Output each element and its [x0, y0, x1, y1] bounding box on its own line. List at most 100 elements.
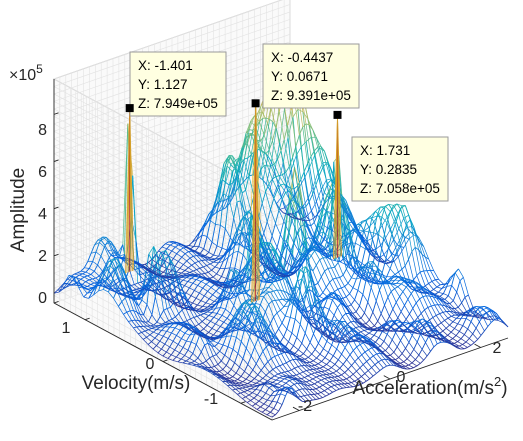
mesh-line	[204, 259, 211, 265]
mesh-line	[264, 382, 270, 385]
mesh-line	[121, 301, 128, 313]
mesh-line	[259, 177, 264, 181]
mesh-line	[204, 278, 210, 283]
mesh-line	[405, 342, 410, 349]
mesh-line	[234, 362, 240, 368]
mesh-line	[418, 287, 423, 291]
mesh-line	[364, 373, 371, 379]
mesh-line	[169, 326, 175, 329]
mesh-line	[278, 174, 283, 177]
mesh-line	[442, 311, 447, 313]
mesh-line	[217, 290, 223, 302]
mesh-line	[190, 276, 195, 279]
mesh-line	[352, 374, 359, 380]
mesh-line	[217, 342, 224, 346]
mesh-line	[214, 202, 220, 225]
mesh-line	[119, 266, 125, 279]
mesh-line	[248, 394, 255, 399]
mesh-line	[295, 379, 302, 384]
mesh-line	[215, 350, 221, 356]
mesh-line	[77, 272, 83, 275]
mesh-line	[198, 306, 203, 310]
mesh-line	[290, 317, 296, 320]
grid-line	[53, 153, 273, 271]
mesh-line	[87, 284, 91, 287]
mesh-line	[216, 354, 222, 362]
mesh-line	[210, 317, 215, 322]
mesh-line	[409, 308, 414, 315]
mesh-line	[92, 251, 97, 262]
mesh-line	[201, 321, 208, 326]
mesh-line	[217, 284, 223, 286]
mesh-line	[363, 329, 368, 331]
mesh-line	[174, 344, 179, 351]
mesh-line	[129, 291, 135, 294]
mesh-line	[217, 297, 223, 301]
mesh-line	[199, 248, 205, 254]
mesh-line	[195, 334, 201, 345]
mesh-line	[206, 263, 211, 266]
mesh-line	[214, 281, 220, 284]
mesh-line	[342, 338, 348, 342]
mesh-line	[344, 368, 349, 373]
mesh-line	[278, 350, 284, 353]
mesh-line	[248, 303, 254, 305]
mesh-line	[309, 342, 316, 350]
mesh-line	[162, 275, 168, 283]
mesh-line	[403, 328, 408, 335]
grid-line	[53, 0, 283, 80]
mesh-line	[276, 345, 283, 351]
mesh-line	[270, 411, 276, 416]
mesh-line	[397, 311, 402, 319]
mesh-line	[322, 286, 327, 293]
mesh-line	[181, 288, 188, 300]
mesh-line	[231, 321, 238, 326]
mesh-line	[308, 399, 313, 402]
mesh-line	[216, 273, 222, 277]
mesh-line	[338, 330, 343, 338]
mesh-line	[259, 322, 264, 333]
mesh-line	[357, 376, 362, 380]
mesh-line	[328, 299, 333, 310]
mesh-line	[363, 230, 368, 241]
mesh-line	[121, 257, 127, 259]
mesh-line	[433, 286, 438, 290]
mesh-line	[130, 294, 136, 296]
mesh-line	[166, 248, 172, 252]
mesh-line	[245, 325, 251, 330]
mesh-line	[214, 262, 219, 268]
mesh-line	[315, 175, 320, 186]
mesh-line	[91, 285, 98, 293]
mesh-line	[203, 324, 208, 330]
mesh-line	[292, 291, 298, 304]
mesh-line	[278, 277, 285, 292]
mesh-line	[211, 338, 217, 340]
mesh-line	[270, 163, 275, 167]
mesh-line	[346, 359, 352, 366]
mesh-line	[176, 335, 182, 339]
mesh-line	[175, 286, 182, 291]
mesh-line	[188, 241, 193, 246]
mesh-line	[183, 320, 188, 323]
mesh-line	[313, 214, 318, 223]
mesh-line	[327, 367, 332, 371]
mesh-line	[233, 250, 239, 254]
mesh-line	[281, 322, 288, 330]
mesh-line	[345, 293, 350, 298]
mesh-line	[249, 323, 254, 332]
mesh-line	[241, 231, 247, 238]
mesh-line	[275, 379, 281, 382]
mesh-line	[380, 341, 385, 347]
mesh-line	[319, 348, 324, 355]
mesh-line	[230, 280, 237, 286]
mesh-line	[176, 271, 182, 274]
mesh-line	[161, 246, 167, 250]
mesh-line	[293, 289, 300, 303]
mesh-line	[189, 270, 194, 273]
mesh-line	[124, 297, 131, 311]
mesh-line	[158, 279, 163, 283]
mesh-line	[317, 315, 322, 322]
mesh-line	[235, 274, 242, 282]
mesh-line	[161, 276, 167, 281]
mesh-line	[254, 262, 259, 269]
